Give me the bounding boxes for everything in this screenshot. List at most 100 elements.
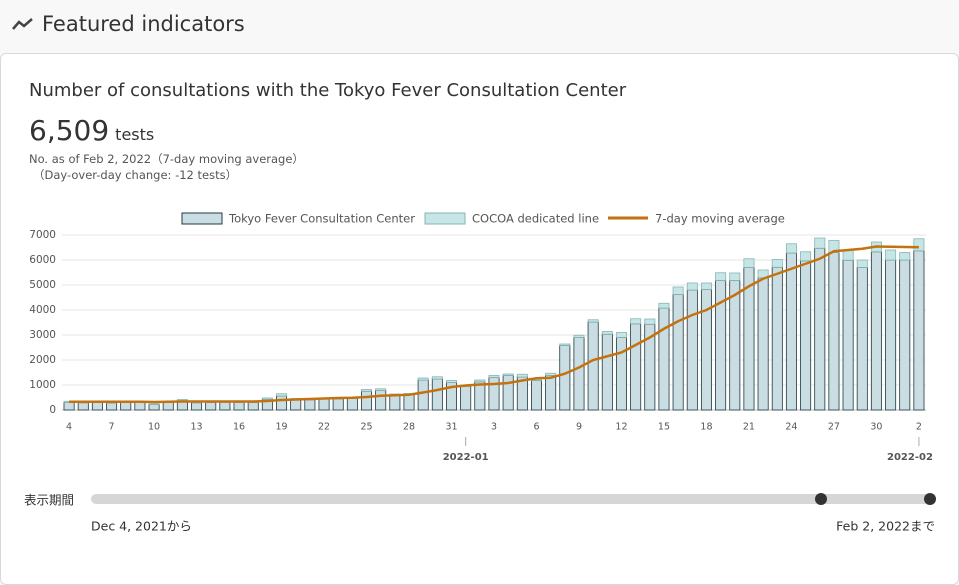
bar <box>361 389 373 392</box>
bar <box>191 402 203 411</box>
x-tick-label: 3 <box>491 422 497 433</box>
bar <box>913 238 925 252</box>
bar <box>644 318 656 325</box>
note: No. as of Feb 2, 2022（7-day moving avera… <box>29 152 304 166</box>
bar <box>814 247 826 411</box>
bar <box>856 267 868 411</box>
bar <box>771 266 783 411</box>
bar <box>630 318 642 325</box>
bar <box>106 402 118 411</box>
y-tick-label: 0 <box>49 404 56 416</box>
bar <box>771 259 783 268</box>
bar <box>375 388 387 391</box>
x-tick-label: 30 <box>870 422 882 433</box>
x-tick-label: 16 <box>233 422 245 433</box>
x-tick-label: 7 <box>109 422 115 433</box>
bar <box>743 258 755 268</box>
bar <box>573 337 585 411</box>
bar <box>261 397 273 400</box>
x-tick-label: 19 <box>275 422 287 433</box>
x-tick-label: 18 <box>700 422 712 433</box>
bar <box>460 385 472 411</box>
bar <box>346 398 358 411</box>
bar <box>658 307 670 411</box>
slider-handle[interactable] <box>815 493 827 505</box>
bar <box>91 402 103 411</box>
bar <box>757 277 769 411</box>
change: （Day-over-day change: -12 tests） <box>33 168 238 182</box>
bar <box>276 393 288 397</box>
bar <box>290 399 302 411</box>
x-tick-label: 9 <box>576 422 582 433</box>
x-tick-label: 27 <box>828 422 840 433</box>
slider-handle[interactable] <box>924 493 936 505</box>
bar <box>488 377 500 411</box>
bar <box>559 343 571 346</box>
bar <box>658 302 670 309</box>
bar <box>601 331 613 335</box>
bar <box>134 402 146 411</box>
bar <box>672 286 684 295</box>
bar <box>162 401 174 411</box>
bar <box>474 379 486 383</box>
bar <box>885 249 897 261</box>
x-tick-label: 24 <box>785 422 797 433</box>
bar <box>545 375 557 411</box>
bar <box>856 259 868 268</box>
trend-icon <box>12 18 33 30</box>
bar <box>615 332 627 338</box>
bar <box>899 259 911 411</box>
bar <box>332 398 344 411</box>
y-tick-label: 5000 <box>29 279 56 291</box>
bar <box>389 394 401 411</box>
x-tick-label: 10 <box>148 422 160 433</box>
x-tick-label: 13 <box>191 422 203 433</box>
bar <box>417 377 429 381</box>
y-tick-label: 3000 <box>29 329 56 341</box>
slider-end: Feb 2, 2022まで <box>836 519 935 534</box>
chart: 表示期間 Dec 4, 2021から Feb 2, 2022まで 0 1000 20… <box>24 212 936 534</box>
bar <box>686 282 698 291</box>
bar <box>530 380 542 411</box>
x-tick-label: 22 <box>318 422 330 433</box>
bar <box>205 402 217 411</box>
bar <box>233 402 245 411</box>
bar <box>672 294 684 411</box>
bar <box>63 402 75 411</box>
slider-start: Dec 4, 2021から <box>91 519 192 534</box>
legend-swatch <box>424 212 466 225</box>
bar <box>247 402 259 411</box>
bar <box>800 260 812 411</box>
page: Featured indicators Number of consultati… <box>0 12 959 585</box>
slider-track[interactable] <box>91 494 930 504</box>
bar <box>516 373 528 378</box>
bar <box>630 323 642 411</box>
x-tick-label: 4 <box>66 422 72 433</box>
slider-label: 表示期間 <box>24 493 74 508</box>
bar <box>601 333 613 411</box>
legend-swatch <box>181 212 223 225</box>
y-tick-label: 7000 <box>29 229 56 241</box>
headline-value: 6,509 <box>29 114 110 147</box>
bar <box>615 337 627 411</box>
bar <box>219 401 231 411</box>
bar <box>573 334 585 338</box>
bar <box>431 378 443 411</box>
bar <box>729 272 741 281</box>
y-tick-label: 1000 <box>29 379 56 391</box>
headline-unit: tests <box>115 125 155 144</box>
bar <box>842 259 854 411</box>
x-tick-label: 15 <box>658 422 670 433</box>
bar <box>361 390 373 411</box>
x-tick-label: 21 <box>743 422 755 433</box>
bar <box>431 376 443 380</box>
x-group-label: 2022-01 <box>443 452 489 463</box>
y-tick-label: 2000 <box>29 354 56 366</box>
bar <box>828 252 840 411</box>
y-tick-label: 4000 <box>29 304 56 316</box>
bar <box>842 250 854 261</box>
bar <box>686 289 698 411</box>
bar <box>120 402 132 411</box>
x-tick-label: 12 <box>615 422 627 433</box>
bar <box>814 237 826 249</box>
